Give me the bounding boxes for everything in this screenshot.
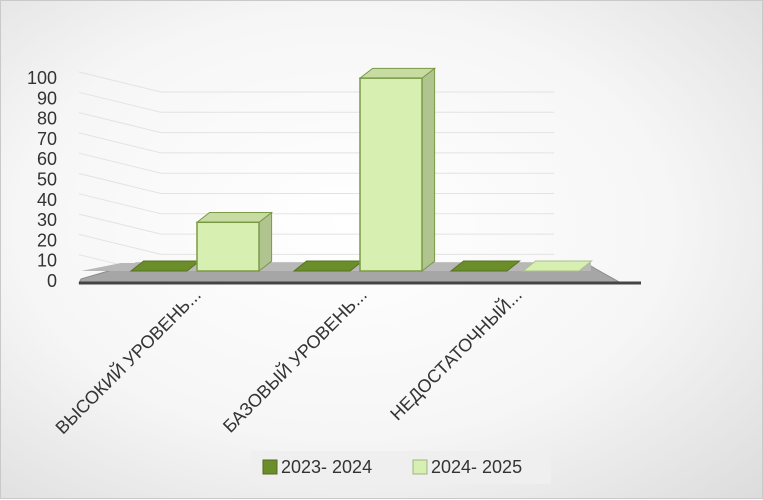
x-category-label: ВЫСОКИЙ УРОВЕНЬ... [51,284,205,438]
bar-top [195,211,274,223]
bar [195,211,274,273]
legend-swatch [262,459,278,475]
bar-side [421,67,436,273]
gridline-diagonal [78,213,162,235]
y-tick-label: 20 [37,230,57,250]
gridline-diagonal [78,91,162,113]
bar-flat [521,260,594,272]
y-tick-label: 30 [37,210,57,230]
bar-top [358,67,437,79]
gridline-diagonal [78,193,162,215]
gridline-diagonal [78,152,162,174]
bar [129,260,202,272]
bar-front [196,221,260,272]
legend-box [251,451,551,484]
x-category-label: НЕДОСТАТОЧНЫЙ... [386,284,526,424]
bar [292,260,365,272]
y-tick-label: 90 [37,88,57,108]
y-tick-label: 100 [27,68,57,88]
x-axis-categories: ВЫСОКИЙ УРОВЕНЬ... БАЗОВЫЙ УРОВЕНЬ... НЕДО… [51,284,526,438]
y-tick-label: 60 [37,149,57,169]
y-tick-label: 0 [47,271,57,291]
gridline-diagonal [78,112,162,134]
gridline-diagonal [78,233,162,255]
y-tick-label: 40 [37,190,57,210]
gridlines [78,71,554,276]
gridline-diagonal [78,132,162,154]
bar-front [359,77,423,272]
y-tick-label: 80 [37,109,57,129]
legend-label: 2024- 2025 [431,457,522,477]
legend-label: 2023- 2024 [281,457,372,477]
bar-flat [292,260,365,272]
bar [521,260,594,272]
bar [358,67,437,273]
bars [129,67,594,273]
bar-flat [449,260,522,272]
legend-swatch [412,459,428,475]
y-tick-label: 10 [37,251,57,271]
legend: 2023- 2024 2024- 2025 [251,451,551,484]
y-tick-label: 50 [37,170,57,190]
y-tick-label: 70 [37,129,57,149]
x-category-label: БАЗОВЫЙ УРОВЕНЬ... [218,284,370,436]
gridline-diagonal [78,71,162,93]
gridline-diagonal [78,173,162,194]
bar-flat [129,260,202,272]
bar [449,260,522,272]
